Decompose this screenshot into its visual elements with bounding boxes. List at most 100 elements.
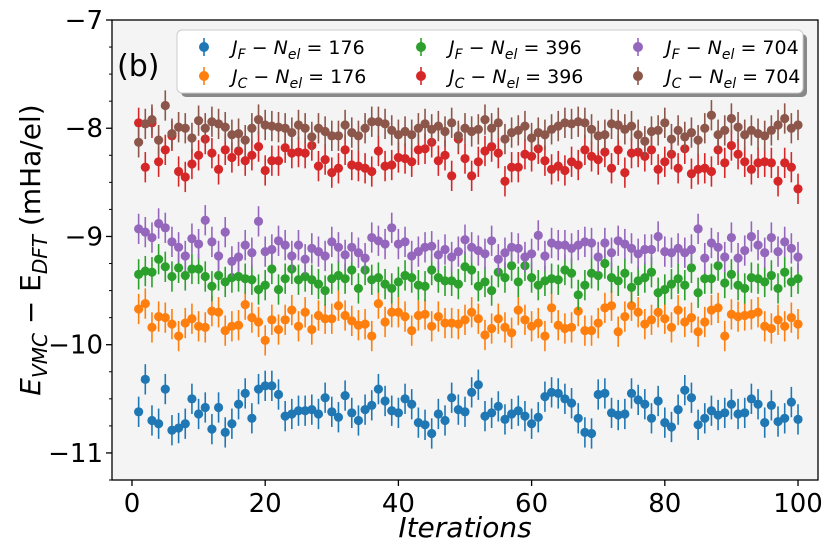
data-point: [580, 145, 590, 155]
data-point: [626, 282, 637, 292]
data-point: [666, 134, 677, 144]
data-point: [187, 394, 197, 404]
data-point: [387, 283, 397, 294]
data-point: [473, 157, 483, 167]
data-point: [293, 240, 304, 250]
data-point: [560, 165, 570, 176]
data-point: [467, 387, 477, 397]
data-point: [193, 150, 204, 160]
x-tick-label: 20: [249, 489, 282, 519]
data-point: [240, 135, 250, 145]
data-point: [606, 301, 617, 311]
data-point: [420, 420, 430, 430]
data-point: [507, 261, 517, 271]
data-point: [726, 113, 737, 124]
data-point: [773, 176, 783, 186]
data-point: [433, 156, 443, 166]
data-point: [527, 133, 537, 143]
data-point: [533, 318, 543, 328]
data-point: [273, 324, 284, 335]
data-point: [253, 114, 264, 125]
data-point: [586, 326, 597, 336]
data-point: [160, 223, 170, 233]
data-point: [513, 406, 523, 416]
data-point: [360, 405, 370, 415]
data-point: [233, 399, 244, 409]
data-point: [180, 270, 190, 281]
data-point: [147, 322, 157, 332]
data-point: [367, 400, 377, 410]
data-point: [380, 119, 390, 129]
data-point: [167, 237, 177, 247]
legend-label: JF − Nel = 176: [228, 37, 365, 63]
data-point: [646, 315, 657, 325]
legend-item: JC − Nel = 176: [199, 66, 366, 92]
data-point: [213, 402, 224, 413]
data-point: [200, 271, 210, 282]
data-point: [233, 252, 244, 262]
data-point: [720, 408, 730, 418]
data-point: [706, 238, 717, 248]
data-point: [260, 381, 270, 391]
data-point: [740, 408, 750, 418]
data-point: [513, 277, 523, 287]
data-point: [347, 316, 357, 326]
data-point: [213, 307, 224, 317]
data-point: [187, 314, 197, 324]
data-point: [500, 248, 510, 258]
data-point: [606, 248, 617, 258]
data-point: [347, 408, 357, 418]
data-point: [487, 236, 497, 246]
data-point: [533, 280, 543, 290]
data-point: [200, 402, 210, 413]
data-point: [460, 315, 470, 325]
data-point: [586, 238, 597, 248]
data-point: [140, 227, 150, 237]
data-point: [140, 298, 150, 309]
data-point: [593, 252, 603, 262]
data-point: [473, 124, 483, 134]
data-point: [713, 130, 723, 140]
data-point: [573, 160, 583, 170]
data-point: [174, 263, 184, 273]
data-point: [500, 273, 510, 283]
data-point: [686, 244, 697, 255]
data-point: [407, 273, 417, 283]
y-axis-label: EVMC − EDFT (mHa/el): [14, 104, 52, 395]
data-point: [333, 412, 344, 422]
x-tick-label: 100: [773, 489, 823, 519]
data-point: [786, 313, 796, 323]
data-point: [387, 160, 397, 170]
data-point: [393, 307, 403, 317]
data-point: [327, 407, 337, 417]
data-point: [673, 243, 683, 253]
data-point: [447, 118, 457, 128]
data-point: [154, 218, 164, 229]
data-point: [340, 310, 350, 321]
data-point: [260, 335, 270, 345]
data-point: [493, 254, 503, 264]
data-point: [653, 231, 663, 242]
data-point: [500, 322, 510, 332]
data-point: [706, 110, 717, 120]
data-point: [720, 252, 730, 262]
data-point: [680, 132, 690, 142]
data-point: [300, 254, 310, 264]
data-point: [253, 284, 264, 295]
data-point: [253, 317, 264, 327]
data-point: [313, 161, 324, 171]
data-point: [240, 240, 250, 250]
data-point: [327, 237, 337, 247]
data-point: [693, 420, 703, 430]
data-point: [760, 277, 770, 287]
data-point: [353, 415, 364, 426]
data-point: [706, 166, 717, 177]
data-point: [293, 321, 304, 331]
data-point: [427, 428, 437, 439]
data-point: [726, 269, 737, 279]
data-point: [553, 275, 563, 285]
data-point: [766, 125, 776, 135]
data-point: [553, 161, 563, 171]
data-point: [147, 232, 157, 243]
data-point: [573, 306, 583, 316]
